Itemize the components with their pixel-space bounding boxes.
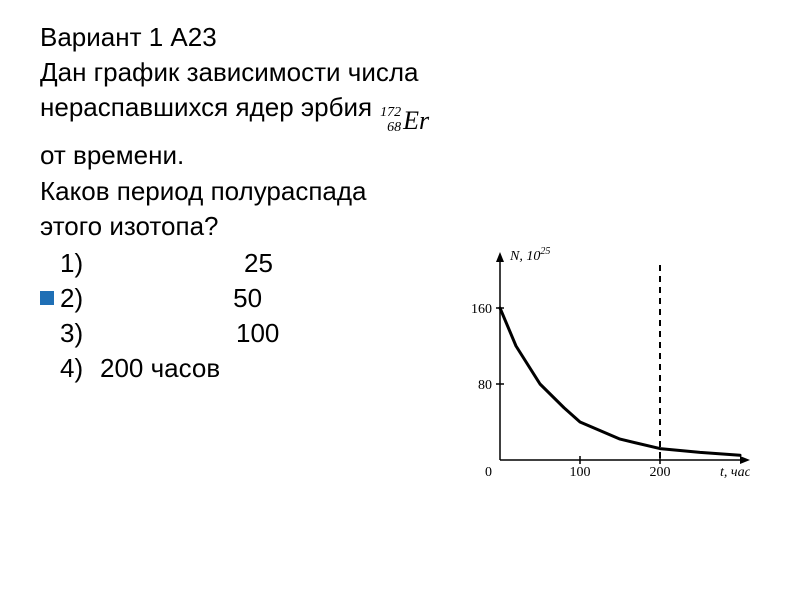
header: Вариант 1 А23 [40, 20, 760, 55]
svg-text:200: 200 [650, 465, 671, 480]
option-value: 25 [244, 246, 273, 281]
svg-text:100: 100 [570, 465, 591, 480]
option-value: 200 часов [100, 351, 220, 386]
option-number: 3) [60, 316, 94, 351]
problem-line: от времени. [40, 138, 760, 173]
correct-marker-icon [40, 291, 54, 305]
decay-chart: 80 160 0 100 200 N, 1025 t, час [450, 240, 750, 490]
isotope-symbol: 172 68 Er [380, 103, 429, 138]
option-number: 1) [60, 246, 94, 281]
svg-text:0: 0 [485, 465, 492, 480]
svg-text:N, 1025: N, 1025 [509, 246, 550, 264]
isotope-z: 68 [380, 121, 401, 136]
option-number: 4) [60, 351, 94, 386]
problem-line: нераспавшихся ядер эрбия 172 68 Er [40, 90, 760, 138]
problem-line: Дан график зависимости числа [40, 55, 760, 90]
isotope-element: Er [403, 103, 429, 138]
question-line: этого изотопа? [40, 209, 760, 244]
svg-text:160: 160 [471, 302, 492, 317]
option-value: 100 [236, 316, 279, 351]
svg-text:t, час: t, час [720, 465, 750, 480]
isotope-mass: 172 [380, 106, 401, 121]
option-value: 50 [233, 281, 262, 316]
svg-text:80: 80 [478, 378, 492, 393]
text: нераспавшихся ядер эрбия [40, 90, 372, 125]
question-line: Каков период полураспада [40, 174, 760, 209]
option-number: 2) [60, 281, 83, 316]
